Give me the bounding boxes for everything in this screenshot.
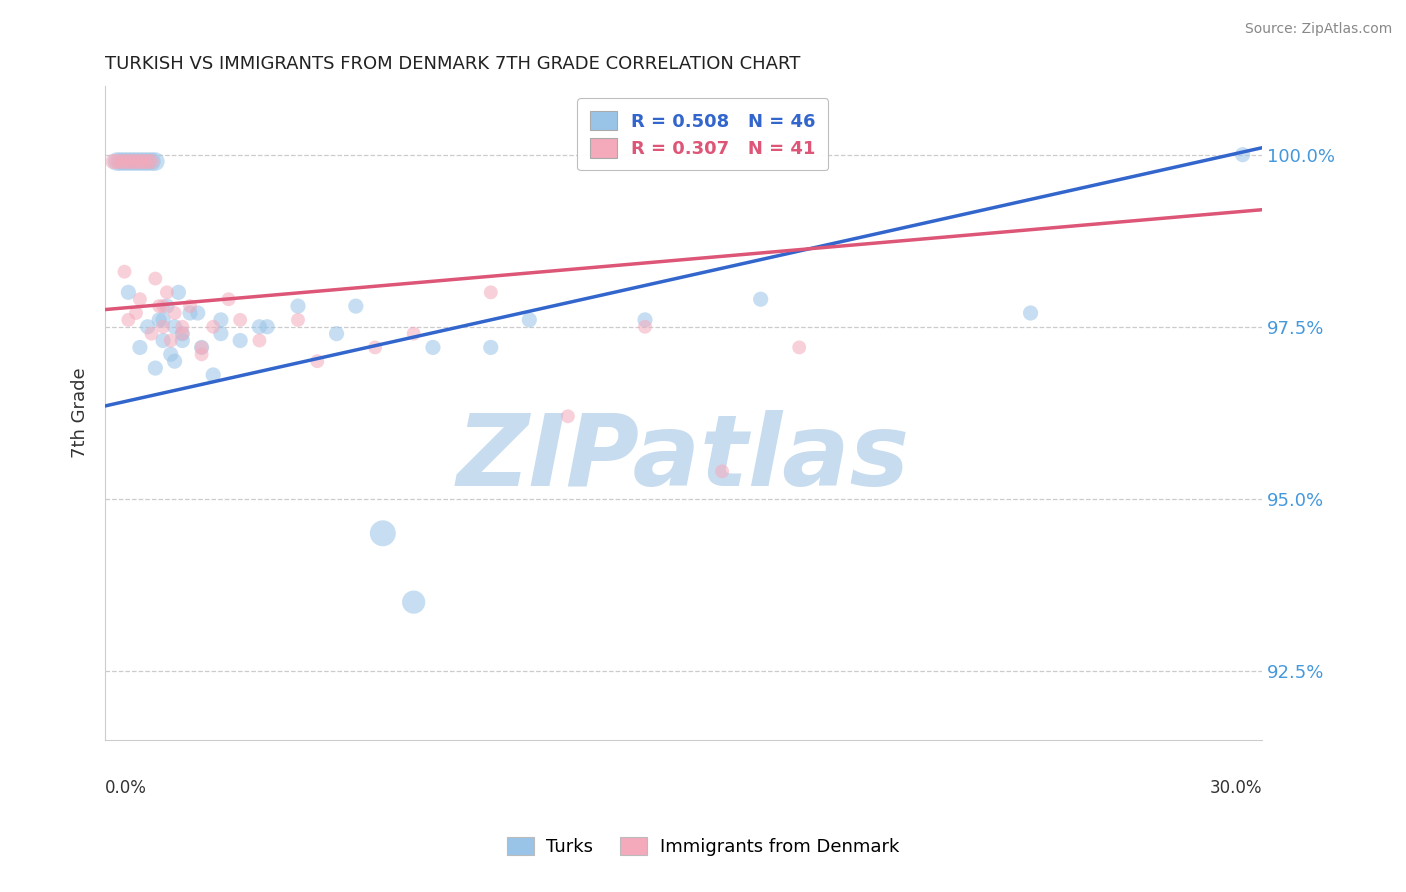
Point <box>479 340 502 354</box>
Point <box>402 326 425 341</box>
Point <box>143 361 166 376</box>
Point <box>287 313 309 327</box>
Point <box>159 347 181 361</box>
Point <box>132 154 155 169</box>
Point <box>1232 147 1254 161</box>
Text: Source: ZipAtlas.com: Source: ZipAtlas.com <box>1244 22 1392 37</box>
Point <box>557 409 579 424</box>
Point <box>172 326 194 341</box>
Point <box>172 326 194 341</box>
Point <box>287 299 309 313</box>
Point <box>190 340 212 354</box>
Point <box>121 154 143 169</box>
Point <box>209 326 232 341</box>
Point <box>179 306 201 320</box>
Point <box>209 313 232 327</box>
Point <box>141 154 163 169</box>
Point <box>136 154 159 169</box>
Text: 30.0%: 30.0% <box>1209 779 1263 797</box>
Point <box>132 154 155 169</box>
Point <box>190 347 212 361</box>
Point <box>190 340 212 354</box>
Point <box>129 154 152 169</box>
Y-axis label: 7th Grade: 7th Grade <box>72 368 89 458</box>
Point <box>105 154 128 169</box>
Point <box>125 154 148 169</box>
Point <box>152 299 174 313</box>
Point <box>749 292 772 306</box>
Point <box>105 154 128 169</box>
Point <box>402 595 425 609</box>
Point <box>121 154 143 169</box>
Point <box>371 526 394 541</box>
Point <box>117 313 139 327</box>
Point <box>202 368 225 382</box>
Point <box>167 285 190 300</box>
Point <box>152 319 174 334</box>
Point <box>634 319 657 334</box>
Point <box>117 285 139 300</box>
Point <box>156 299 179 313</box>
Text: ZIPatlas: ZIPatlas <box>457 410 910 507</box>
Point <box>229 313 252 327</box>
Point <box>479 285 502 300</box>
Point <box>156 285 179 300</box>
Point <box>517 313 540 327</box>
Point <box>163 319 186 334</box>
Point <box>129 292 152 306</box>
Point <box>152 334 174 348</box>
Point <box>125 306 148 320</box>
Point <box>218 292 240 306</box>
Point <box>114 154 136 169</box>
Point <box>159 334 181 348</box>
Point <box>143 154 166 169</box>
Point <box>249 319 271 334</box>
Point <box>249 334 271 348</box>
Point <box>129 154 152 169</box>
Point <box>229 334 252 348</box>
Point <box>141 154 163 169</box>
Legend: Turks, Immigrants from Denmark: Turks, Immigrants from Denmark <box>498 828 908 865</box>
Point <box>114 265 136 279</box>
Point <box>110 154 132 169</box>
Point <box>141 326 163 341</box>
Text: 0.0%: 0.0% <box>105 779 148 797</box>
Point <box>110 154 132 169</box>
Point <box>634 313 657 327</box>
Point <box>125 154 148 169</box>
Point <box>787 340 810 354</box>
Point <box>129 340 152 354</box>
Point <box>148 299 170 313</box>
Point <box>325 326 347 341</box>
Point <box>172 319 194 334</box>
Text: TURKISH VS IMMIGRANTS FROM DENMARK 7TH GRADE CORRELATION CHART: TURKISH VS IMMIGRANTS FROM DENMARK 7TH G… <box>105 55 800 73</box>
Point <box>163 306 186 320</box>
Point <box>101 154 124 169</box>
Point <box>148 313 170 327</box>
Point <box>117 154 139 169</box>
Point <box>1019 306 1042 320</box>
Point <box>152 313 174 327</box>
Point <box>114 154 136 169</box>
Point <box>117 154 139 169</box>
Point <box>256 319 278 334</box>
Point <box>163 354 186 368</box>
Point <box>202 319 225 334</box>
Point <box>172 334 194 348</box>
Point <box>307 354 329 368</box>
Legend: R = 0.508   N = 46, R = 0.307   N = 41: R = 0.508 N = 46, R = 0.307 N = 41 <box>576 98 828 170</box>
Point <box>344 299 367 313</box>
Point <box>422 340 444 354</box>
Point <box>179 299 201 313</box>
Point <box>136 154 159 169</box>
Point <box>187 306 209 320</box>
Point <box>711 464 734 478</box>
Point <box>364 340 387 354</box>
Point <box>136 319 159 334</box>
Point <box>143 271 166 285</box>
